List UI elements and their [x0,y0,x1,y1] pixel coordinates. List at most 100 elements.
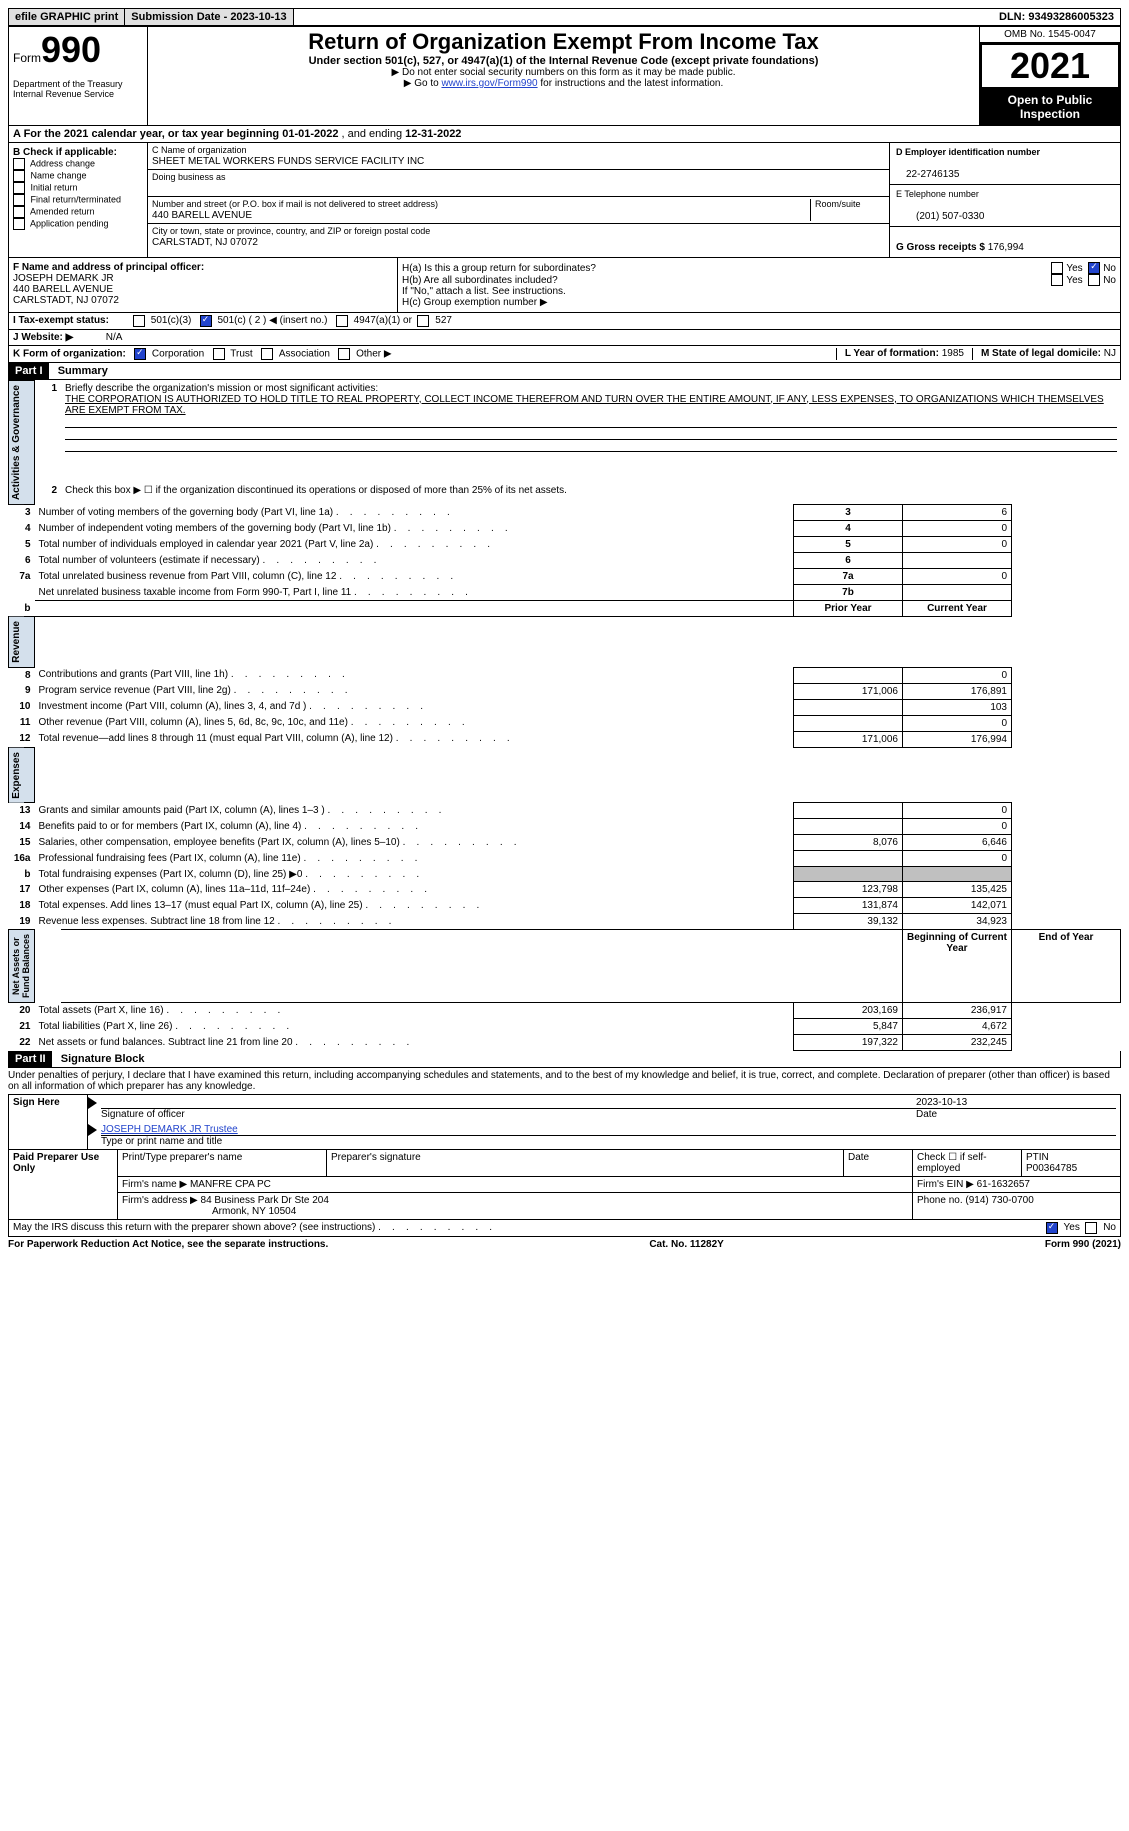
part1-header-row: Part I Summary [8,363,1121,380]
sig-date: 2023-10-13 [916,1097,1116,1108]
hc-label: H(c) Group exemption number ▶ [402,297,1116,308]
part1-title: Summary [58,365,108,377]
city: CARLSTADT, NJ 07072 [152,237,258,248]
sig-officer-label: Signature of officer [101,1109,916,1120]
pp-check-label: Check ☐ if self-employed [913,1150,1022,1177]
type-name-label: Type or print name and title [101,1136,1116,1147]
officer-name-link[interactable]: JOSEPH DEMARK JR Trustee [101,1124,238,1135]
omb-number: OMB No. 1545-0047 [980,27,1120,43]
sign-here-table: Sign Here 2023-10-13 Signature of office… [8,1094,1121,1150]
officer-addr2: CARLSTADT, NJ 07072 [13,295,119,306]
other-check[interactable] [338,348,350,360]
dept-label: Department of the Treasury Internal Reve… [13,79,143,99]
arrow-icon [88,1097,97,1109]
instruction-1: ▶ Do not enter social security numbers o… [152,67,975,78]
gross-receipts: 176,994 [988,242,1024,253]
form-label: Form [13,51,41,65]
row-j: J Website: ▶ N/A [8,330,1121,346]
colb-check[interactable] [13,182,25,194]
officer-label: F Name and address of principal officer: [13,262,204,273]
part1-table: Activities & Governance 1 Briefly descri… [8,380,1121,1051]
may-irs-no[interactable] [1085,1222,1097,1234]
pp-sig-label: Preparer's signature [327,1150,844,1177]
4947-check[interactable] [336,315,348,327]
arrow-icon [88,1124,97,1136]
h-note: If "No," attach a list. See instructions… [402,286,1116,297]
ha-no-check[interactable] [1088,262,1100,274]
vlabel-ag: Activities & Governance [9,381,24,504]
firm-addr1: 84 Business Park Dr Ste 204 [201,1195,329,1206]
q2-label: Check this box ▶ ☐ if the organization d… [61,483,1121,505]
may-irs-yes[interactable] [1046,1222,1058,1234]
may-irs-row: May the IRS discuss this return with the… [8,1220,1121,1237]
top-bar: efile GRAPHIC print Submission Date - 20… [8,8,1121,26]
corp-check[interactable] [134,348,146,360]
open-public-label: Open to Public Inspection [980,89,1120,125]
firm-name-label: Firm's name ▶ [122,1179,190,1190]
footer-right: Form 990 (2021) [1045,1239,1121,1250]
footer-left: For Paperwork Reduction Act Notice, see … [8,1239,328,1250]
form-header: Form990 Department of the Treasury Inter… [8,26,1121,126]
room-label: Room/suite [815,199,861,209]
vlabel-na: Net Assets or Fund Balances [9,930,33,1002]
ptin-val: P00364785 [1026,1163,1077,1174]
501c-check[interactable] [200,315,212,327]
trust-check[interactable] [213,348,225,360]
sign-here-label: Sign Here [9,1095,88,1150]
527-check[interactable] [417,315,429,327]
return-subtitle: Under section 501(c), 527, or 4947(a)(1)… [152,55,975,67]
paid-preparer-label: Paid Preparer Use Only [9,1150,118,1220]
assoc-check[interactable] [261,348,273,360]
pp-date-label: Date [844,1150,913,1177]
dba-label: Doing business as [152,172,226,182]
info-table: B Check if applicable: Address change Na… [8,143,1121,258]
tax-year: 2021 [980,43,1120,89]
ha-yes-check[interactable] [1051,262,1063,274]
firm-ein: 61-1632657 [977,1179,1030,1190]
firm-addr2: Armonk, NY 10504 [122,1206,296,1217]
org-name-label: C Name of organization [152,145,247,155]
submission-date-btn[interactable]: Submission Date - 2023-10-13 [125,9,293,25]
firm-phone-label: Phone no. [917,1195,965,1206]
efile-btn[interactable]: efile GRAPHIC print [9,9,125,25]
city-label: City or town, state or province, country… [152,226,430,236]
ein-label: D Employer identification number [896,147,1040,157]
colb-check[interactable] [13,206,25,218]
firm-phone: (914) 730-0700 [965,1195,1033,1206]
row-f-h: F Name and address of principal officer:… [8,258,1121,313]
501c3-check[interactable] [133,315,145,327]
officer-name: JOSEPH DEMARK JR [13,273,114,284]
colb-check[interactable] [13,194,25,206]
part2-label: Part II [9,1051,52,1067]
py-header: Prior Year [794,601,903,617]
row-i: I Tax-exempt status: 501(c)(3) 501(c) ( … [8,313,1121,330]
street-label: Number and street (or P.O. box if mail i… [152,199,438,209]
irs-link[interactable]: www.irs.gov/Form990 [441,78,537,89]
footer: For Paperwork Reduction Act Notice, see … [8,1237,1121,1250]
date-label: Date [916,1109,1116,1120]
vlabel-exp: Expenses [9,748,24,803]
gross-label: G Gross receipts $ [896,242,988,253]
q1-label: Briefly describe the organization's miss… [65,383,378,394]
ha-label: H(a) Is this a group return for subordin… [402,263,1051,274]
colb-check[interactable] [13,170,25,182]
hb-yes-check[interactable] [1051,274,1063,286]
hb-label: H(b) Are all subordinates included? [402,275,1051,286]
part2-title: Signature Block [61,1053,145,1065]
hb-no-check[interactable] [1088,274,1100,286]
return-title: Return of Organization Exempt From Incom… [152,29,975,55]
colb-check[interactable] [13,218,25,230]
colb-check[interactable] [13,158,25,170]
footer-mid: Cat. No. 11282Y [649,1239,723,1250]
ein: 22-2746135 [896,169,959,180]
vlabel-rev: Revenue [9,617,24,667]
phone-label: E Telephone number [896,189,979,199]
org-name: SHEET METAL WORKERS FUNDS SERVICE FACILI… [152,156,424,167]
ptin-label: PTIN [1026,1152,1049,1163]
row-k: K Form of organization: Corporation Trus… [8,346,1121,363]
end-year-header: End of Year [1012,930,1121,1003]
street: 440 BARELL AVENUE [152,210,252,221]
section-a: A For the 2021 calendar year, or tax yea… [8,126,1121,143]
col-b-header: B Check if applicable: [13,147,117,158]
paid-preparer-table: Paid Preparer Use Only Print/Type prepar… [8,1150,1121,1220]
